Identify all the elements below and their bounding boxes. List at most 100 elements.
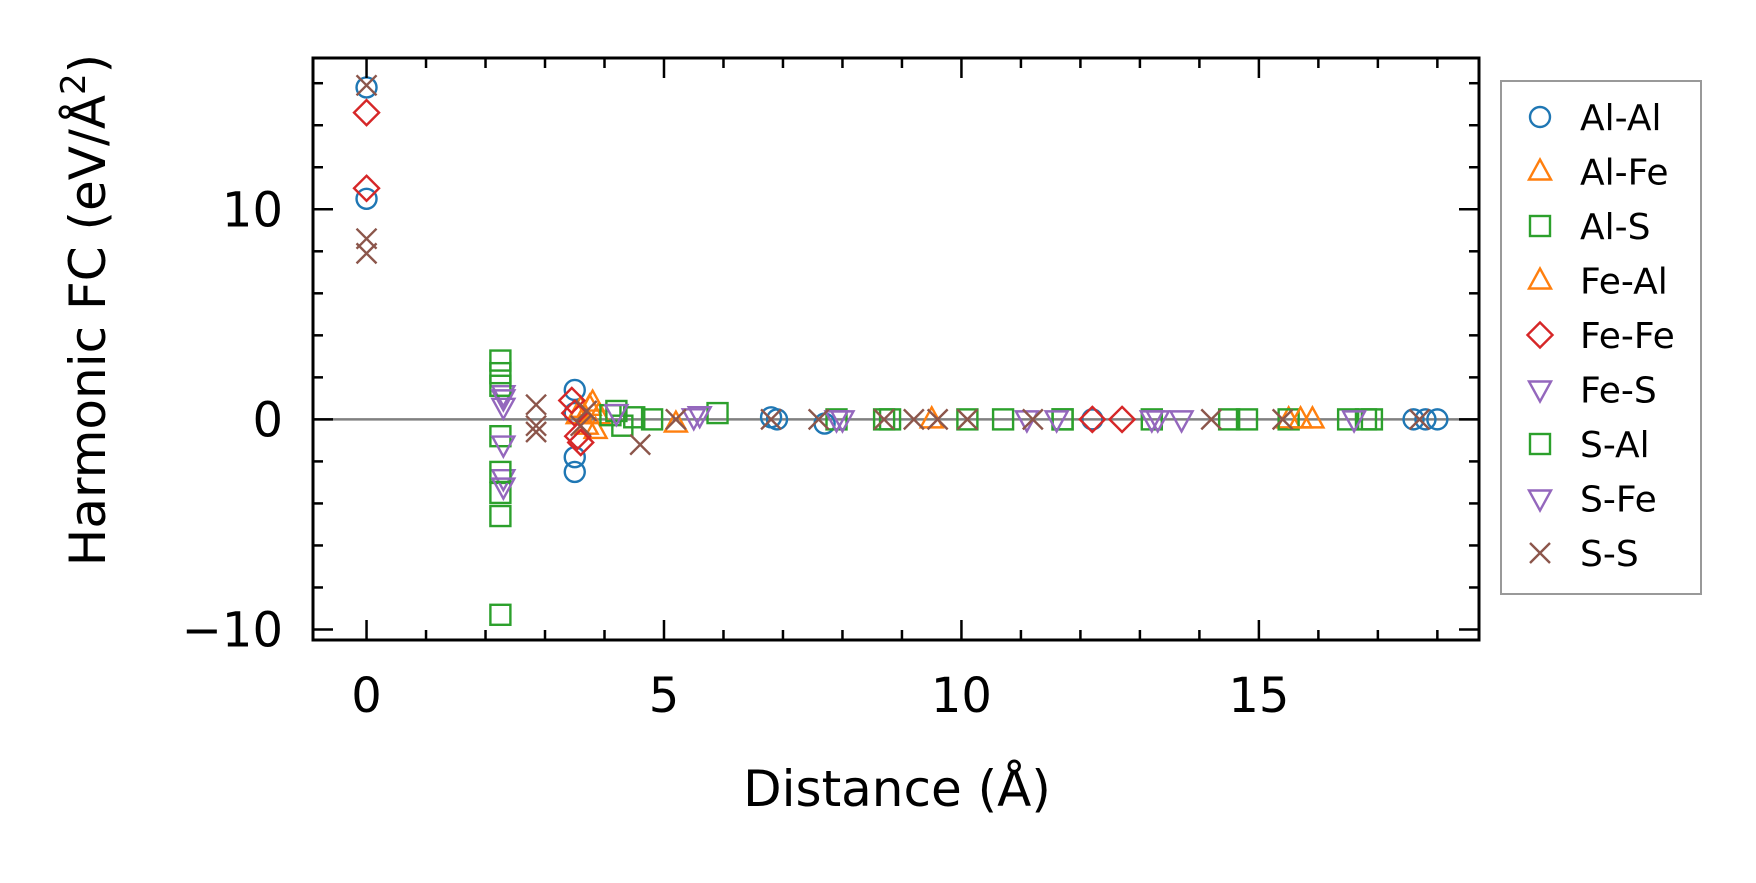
data-point [1200, 408, 1223, 431]
data-point [629, 433, 652, 456]
data-point [878, 408, 902, 431]
data-points-layer [352, 74, 1449, 626]
data-point [566, 428, 595, 457]
y-axis-label-end: ) [59, 54, 117, 74]
data-point [1217, 408, 1241, 431]
y-axis-label-superscript: 2 [54, 73, 94, 95]
data-point [1144, 410, 1171, 434]
data-point [489, 374, 512, 397]
data-point [355, 74, 378, 97]
legend-marker [1525, 320, 1555, 350]
data-point [525, 414, 547, 437]
data-point [1402, 408, 1425, 431]
data-point [525, 421, 547, 443]
legend-marker [1526, 380, 1554, 404]
data-point [1168, 410, 1195, 434]
data-point [760, 408, 782, 431]
data-point [1051, 408, 1074, 431]
legend-label: Fe-Fe [1580, 316, 1675, 357]
data-point [1078, 405, 1107, 434]
data-point [956, 408, 979, 431]
legend-entry-s-al: S-Al [1528, 425, 1650, 466]
data-point [1287, 404, 1314, 429]
legend-marker [1528, 214, 1552, 238]
y-axis-label-main: Harmonic FC (eV/Å [59, 95, 117, 566]
legend-label: S-Fe [1580, 480, 1657, 521]
data-point [490, 477, 517, 502]
data-point [355, 76, 378, 99]
legend-label: S-S [1580, 534, 1639, 575]
data-point [490, 435, 517, 460]
data-point [1021, 408, 1044, 431]
series-al-s [489, 349, 1378, 626]
data-point [352, 98, 381, 127]
data-point [355, 187, 378, 210]
data-point [563, 460, 586, 484]
legend-label: S-Al [1580, 425, 1650, 466]
data-point [489, 460, 512, 484]
data-point [640, 408, 664, 431]
y-tick-label: 10 [222, 182, 283, 238]
y-tick-label: 0 [252, 392, 283, 448]
legend-marker [1528, 432, 1552, 456]
data-point [807, 408, 830, 431]
data-point [489, 504, 512, 528]
data-point [902, 408, 925, 431]
legend-entry-al-fe: Al-Fe [1526, 153, 1669, 194]
legend-marker [1526, 489, 1554, 513]
legend: Al-Al Al-Fe Al-S Fe-Al Fe-Fe Fe-S S-Al S-Fe S-S [1500, 80, 1702, 595]
axis-ticks-layer [313, 58, 1479, 640]
data-point [956, 408, 979, 431]
data-point [490, 469, 517, 493]
data-point [1271, 408, 1294, 431]
x-tick-label: 5 [649, 668, 680, 724]
legend-label: Al-Fe [1580, 153, 1669, 194]
legend-label: Al-Al [1580, 98, 1661, 139]
x-axis-label: Distance (Å) [743, 760, 1051, 818]
legend-entry-al-s: Al-S [1528, 207, 1650, 248]
series-fe-fe [352, 98, 1137, 457]
x-tick-label: 10 [931, 668, 992, 724]
series-s-fe [490, 389, 1368, 502]
y-axis-label: Harmonic FC (eV/Å2) [54, 54, 117, 566]
data-point [686, 405, 713, 430]
series-s-s [355, 74, 1431, 456]
data-point [1414, 408, 1437, 431]
data-point [490, 397, 517, 422]
data-point [557, 386, 586, 415]
data-point [680, 408, 707, 432]
data-point [489, 603, 512, 626]
legend-items: Al-Al Al-Fe Al-S Fe-Al Fe-Fe Fe-S S-Al S-Fe S-S [1525, 98, 1675, 575]
legend-label: Fe-S [1580, 371, 1657, 412]
data-point [823, 410, 850, 434]
legend-frame [1500, 80, 1702, 595]
tick-labels-layer: 0 5 10 15 −10 0 10 [182, 182, 1290, 724]
legend-entry-fe-al: Fe-Al [1526, 262, 1668, 303]
data-point [1043, 410, 1070, 434]
legend-label: Fe-Al [1580, 262, 1668, 303]
data-point [582, 415, 609, 440]
data-point [605, 399, 628, 423]
data-point [1235, 408, 1259, 431]
legend-entry-s-fe: S-Fe [1526, 480, 1657, 521]
data-point [489, 361, 512, 385]
data-point [1107, 405, 1137, 434]
legend-marker [1526, 157, 1554, 181]
data-point [991, 408, 1015, 431]
data-point [662, 409, 689, 433]
data-point [1426, 408, 1449, 431]
data-point [926, 408, 949, 431]
legend-entry-s-s: S-S [1529, 534, 1639, 575]
legend-marker [1526, 266, 1554, 290]
data-point [623, 406, 646, 429]
data-point [569, 414, 592, 437]
legend-marker [1529, 542, 1551, 564]
data-point [575, 400, 598, 422]
data-point [490, 389, 517, 413]
legend-entry-fe-fe: Fe-Fe [1525, 316, 1675, 357]
data-point [489, 349, 512, 372]
data-point [525, 393, 547, 416]
data-point [1408, 408, 1431, 431]
plot-area-frame [311, 56, 1481, 642]
